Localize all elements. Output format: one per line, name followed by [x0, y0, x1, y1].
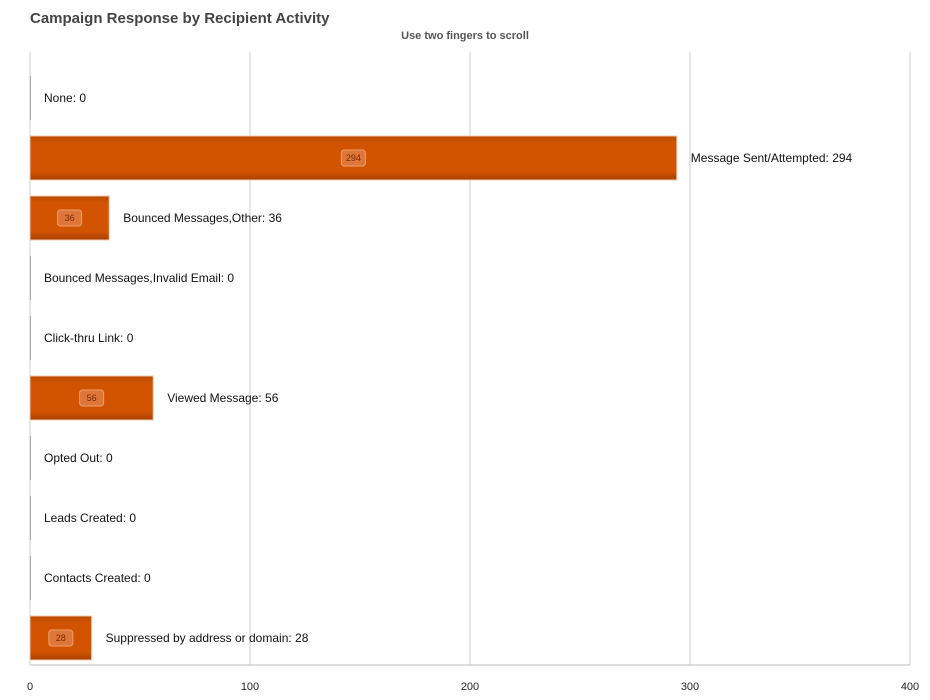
bar-value-label: 28: [56, 633, 66, 643]
bar-data-label: Bounced Messages,Other: 36: [123, 211, 282, 225]
bar-data-label: Suppressed by address or domain: 28: [106, 631, 309, 645]
bar-value-badge: [48, 629, 74, 647]
bar-value-badge: [340, 149, 366, 167]
x-axis-ticks: 0 100 200 300 400: [27, 681, 919, 693]
bar-data-label: Viewed Message: 56: [167, 391, 279, 405]
bar-data-label: Message Sent/Attempted: 294: [691, 151, 853, 165]
bars: 294 36 56 28: [29, 76, 678, 661]
bar-data-label: Leads Created: 0: [44, 511, 136, 525]
x-tick-label: 0: [27, 681, 33, 693]
bar-data-label: Opted Out: 0: [44, 451, 113, 465]
data-labels: None: 0 Message Sent/Attempted: 294 Bounce…: [44, 91, 853, 645]
bar-value-badge: [57, 209, 83, 227]
bar-data-label: Bounced Messages,Invalid Email: 0: [44, 271, 234, 285]
bar-value-badge: [79, 389, 105, 407]
bar-value-label: 36: [65, 213, 75, 223]
bar-data-label: Click-thru Link: 0: [44, 331, 134, 345]
x-tick-label: 400: [901, 681, 919, 693]
x-tick-label: 200: [461, 681, 479, 693]
scroll-hint: Use two fingers to scroll: [401, 30, 529, 42]
bar-data-label: None: 0: [44, 91, 86, 105]
bar-value-label: 56: [87, 393, 97, 403]
bar-value-label: 294: [346, 153, 361, 163]
x-tick-label: 300: [681, 681, 699, 693]
chart-title: Campaign Response by Recipient Activity: [30, 10, 330, 27]
bar-data-label: Contacts Created: 0: [44, 571, 151, 585]
x-tick-label: 100: [241, 681, 259, 693]
